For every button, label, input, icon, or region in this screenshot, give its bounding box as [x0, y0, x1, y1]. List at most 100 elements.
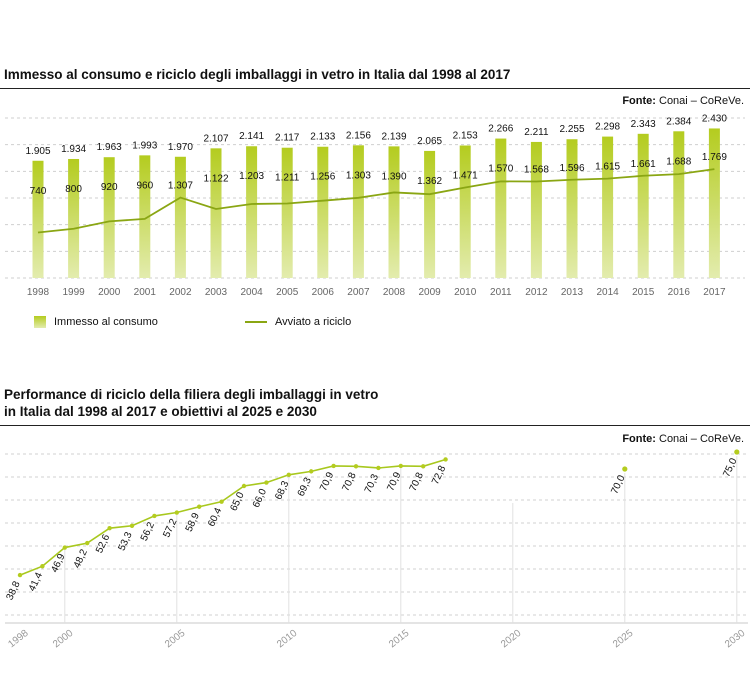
chart2-source: Fonte: Conai – CoReVe.: [622, 433, 744, 445]
data-point: [286, 472, 291, 477]
data-point: [107, 525, 112, 531]
x-tick-label: 2009: [418, 287, 441, 298]
x-tick-label: 2005: [163, 628, 188, 651]
bar-value-label: 2.133: [310, 132, 335, 143]
line-value-label: 1.390: [381, 171, 406, 182]
data-point: [376, 465, 381, 471]
data-point: [443, 457, 448, 462]
x-tick-label: 2002: [169, 287, 192, 298]
line-value-label: 960: [136, 180, 153, 191]
bar-value-label: 2.266: [488, 124, 513, 135]
data-point: [353, 464, 359, 469]
line-value-label: 1.307: [168, 181, 193, 192]
data-point: [219, 499, 224, 504]
x-tick-label: 2014: [596, 287, 619, 298]
bar: [317, 146, 329, 278]
chart2-title-line1: Performance di riciclo della filiera deg…: [4, 387, 379, 402]
bar: [673, 131, 685, 278]
bar: [459, 145, 471, 278]
bar: [174, 156, 186, 278]
data-point-label: 60,4: [206, 506, 224, 529]
bar: [246, 146, 258, 278]
chart1-title-rule: [0, 88, 750, 89]
recycling-line: [37, 168, 715, 234]
data-point: [241, 483, 247, 489]
data-point: [17, 572, 23, 578]
data-point: [197, 504, 202, 509]
line-value-label: 1.256: [310, 172, 335, 183]
legend-label-line: Avviato a riciclo: [275, 316, 352, 328]
x-tick-label: 2015: [632, 287, 655, 298]
data-point-label: 41,4: [27, 570, 45, 593]
bar-value-label: 1.963: [97, 142, 122, 153]
x-tick-label: 2017: [703, 287, 726, 298]
bar: [708, 128, 720, 278]
bar-value-label: 2.139: [381, 131, 406, 142]
recycling-performance-chart: 1998 2000 2005 2010 2015 2020 2025 2030 38,8 41,4…: [5, 449, 748, 651]
line-value-label: 1.122: [203, 173, 228, 184]
chart2-source-label: Fonte:: [622, 433, 656, 445]
bar-value-label: 2.065: [417, 136, 442, 147]
data-point-label: 48,2: [72, 547, 90, 570]
x-tick-label: 2001: [134, 287, 157, 298]
data-point-label: 70,9: [318, 470, 336, 493]
line-value-label: 1.615: [595, 162, 620, 173]
x-tick-label: 1998: [27, 287, 50, 298]
x-tick-label: 2012: [525, 287, 548, 298]
x-tick-label: 2010: [454, 287, 477, 298]
x-tick-label: 2003: [205, 287, 228, 298]
data-point: [62, 545, 67, 550]
data-point: [129, 523, 135, 528]
line-value-label: 1.471: [453, 170, 478, 181]
bar-value-label: 2.384: [666, 116, 691, 127]
data-point-label: 70,8: [341, 471, 359, 494]
bar-value-label: 1.970: [168, 142, 193, 153]
bar-value-label: 1.934: [61, 144, 86, 155]
bar-value-label: 2.255: [559, 124, 584, 135]
data-point: [85, 540, 90, 546]
data-point: [174, 510, 179, 515]
x-tick-label: 2010: [275, 628, 300, 651]
line-value-label: 1.303: [346, 170, 371, 181]
line-value-label: 1.211: [275, 173, 300, 184]
data-point: [331, 463, 336, 469]
bar: [103, 157, 115, 278]
data-point-label: 53,3: [117, 530, 135, 553]
bar: [68, 158, 80, 278]
bar: [530, 141, 542, 278]
line-value-label: 1.203: [239, 171, 264, 182]
x-tick-label: 2004: [240, 287, 263, 298]
chart1-source-label: Fonte:: [622, 95, 656, 107]
line-value-label: 1.661: [631, 159, 656, 170]
data-point-label: 58,9: [184, 511, 202, 534]
bar: [281, 147, 293, 278]
bar-value-label: 2.153: [453, 131, 478, 142]
chart2-title: Performance di riciclo della filiera deg…: [4, 386, 378, 420]
bar: [637, 133, 649, 278]
bar-value-label: 2.141: [239, 131, 264, 142]
bar-value-label: 2.343: [631, 119, 656, 130]
bar: [139, 155, 151, 278]
line-value-label: 800: [65, 184, 82, 195]
bar-value-label: 2.107: [203, 133, 228, 144]
data-point: [152, 513, 157, 519]
line-value-label: 1.769: [702, 152, 727, 163]
bar-value-label: 2.156: [346, 130, 371, 141]
bar: [424, 150, 436, 278]
x-tick-label: 1999: [62, 287, 85, 298]
x-tick-label: 2020: [499, 628, 524, 651]
chart2-title-rule: [0, 425, 750, 426]
line-value-label: 1.596: [559, 163, 584, 174]
data-point-label: 69,3: [296, 476, 314, 499]
x-tick-label: 2005: [276, 287, 299, 298]
line-value-label: 1.688: [666, 156, 691, 167]
bar-value-label: 1.993: [132, 140, 157, 151]
chart1-source-value: Conai – CoReVe.: [659, 95, 744, 107]
data-point-label: 38,8: [5, 579, 23, 602]
target-point: [734, 449, 740, 455]
x-tick-label: 2000: [98, 287, 121, 298]
data-point-label: 70,8: [408, 471, 426, 494]
x-tick-label: 2030: [723, 628, 748, 651]
recycling-rate-line: [19, 458, 446, 576]
chart1-title: Immesso al consumo e riciclo degli imbal…: [4, 67, 511, 82]
